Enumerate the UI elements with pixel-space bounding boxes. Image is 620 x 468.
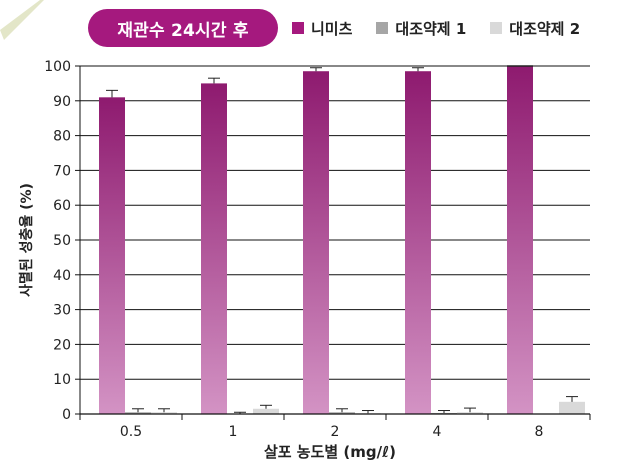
y-tick-label: 50	[53, 233, 71, 249]
bar	[405, 71, 431, 414]
y-tick-label: 60	[53, 198, 71, 214]
legend-swatch-nimitz	[292, 22, 304, 34]
y-tick-label: 30	[53, 303, 71, 319]
legend-item-control-2: 대조약제 2	[490, 18, 580, 39]
legend-swatch-control-2	[490, 22, 503, 34]
bar	[559, 401, 585, 414]
bar	[303, 71, 329, 414]
legend: 니미츠 대조약제 1 대조약제 2	[292, 17, 580, 39]
bar	[329, 412, 355, 414]
bar	[507, 66, 533, 414]
y-tick-label: 80	[53, 129, 71, 145]
x-tick-label: 1	[229, 424, 238, 440]
bar	[125, 412, 151, 414]
x-axis-label: 살포 농도별 (mg/ℓ)	[263, 443, 397, 461]
y-tick-label: 100	[44, 59, 71, 75]
y-axis-ticks: 0 10 20 30 40 50 60 70 80 90 100	[44, 59, 80, 423]
bar	[151, 412, 177, 414]
bar	[201, 83, 227, 415]
legend-swatch-control-1	[376, 22, 389, 34]
x-tick-label: 4	[433, 424, 442, 440]
x-axis: 0.5 1 2 4 8	[79, 66, 591, 440]
legend-item-nimitz: 니미츠	[292, 18, 352, 39]
legend-item-control-1: 대조약제 1	[376, 18, 466, 39]
bar	[99, 97, 125, 414]
y-tick-label: 90	[53, 94, 71, 110]
y-tick-label: 10	[53, 372, 71, 388]
y-tick-label: 20	[53, 337, 71, 353]
bar	[457, 412, 483, 414]
chart-title-pill: 재관수 24시간 후	[88, 9, 278, 47]
decorative-band	[0, 0, 44, 40]
x-tick-label: 0.5	[120, 424, 142, 440]
legend-label: 대조약제 2	[509, 19, 581, 38]
y-tick-label: 40	[53, 268, 71, 284]
gridlines	[80, 65, 590, 415]
bars-group	[99, 65, 585, 415]
x-tick-label: 2	[331, 424, 340, 440]
x-tick-label: 8	[535, 424, 544, 440]
bar	[253, 408, 279, 414]
y-tick-label: 70	[53, 163, 71, 179]
y-tick-label: 0	[62, 407, 71, 423]
legend-label: 대조약제 1	[395, 19, 467, 38]
legend-label: 니미츠	[311, 19, 353, 38]
y-axis-label: 사멸된 성충율 (%)	[19, 183, 35, 297]
